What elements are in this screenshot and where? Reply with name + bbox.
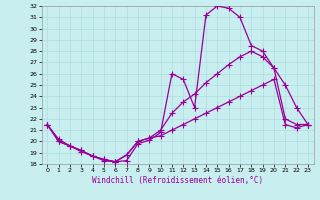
X-axis label: Windchill (Refroidissement éolien,°C): Windchill (Refroidissement éolien,°C) (92, 176, 263, 185)
